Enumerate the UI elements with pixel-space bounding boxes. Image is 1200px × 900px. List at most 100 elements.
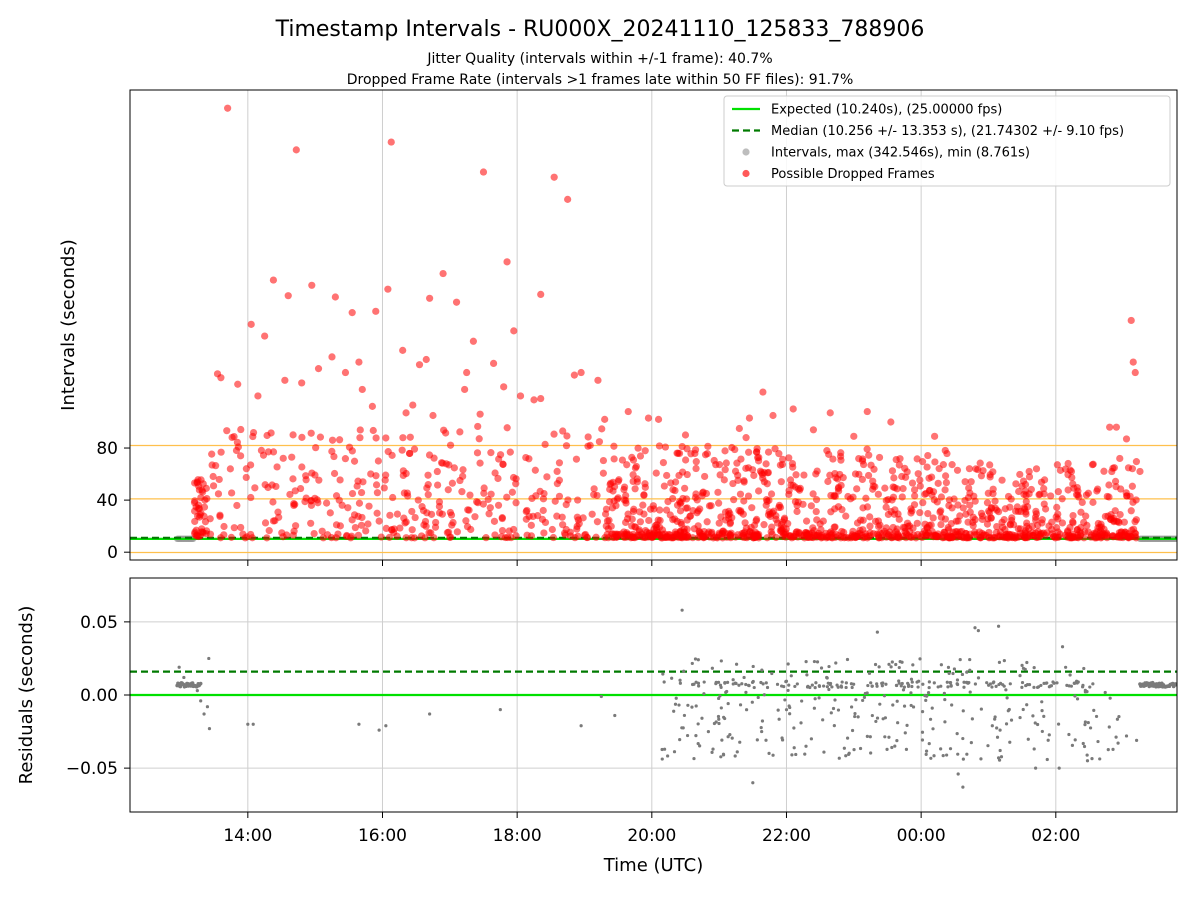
dropped-frame-point (1097, 534, 1105, 542)
dropped-frame-point (862, 494, 870, 502)
dropped-frame-point (288, 453, 296, 461)
residual-point (767, 751, 771, 755)
dropped-frame-point (1043, 529, 1051, 537)
dropped-frame-point (816, 520, 824, 528)
dropped-frame-point (227, 533, 235, 541)
dropped-frame-point (838, 506, 846, 514)
dropped-frame-point (731, 445, 739, 454)
residual-point (999, 755, 1004, 759)
dropped-frame-point (721, 447, 729, 455)
dropped-frame-point (1082, 491, 1090, 499)
subtitle-jitter: Jitter Quality (intervals within +/-1 fr… (426, 51, 772, 67)
dropped-frame-point (779, 455, 787, 463)
dropped-frame-point (503, 424, 511, 432)
dropped-frame-point (737, 507, 745, 515)
dropped-frame-point (525, 512, 533, 521)
dropped-frame-point (462, 517, 470, 525)
residual-point (951, 671, 955, 676)
dropped-frame-point (789, 405, 797, 413)
residual-point (844, 754, 848, 758)
dropped-frame-point (508, 488, 516, 496)
dropped-frame-point (494, 501, 503, 509)
dropped-frame-point (1069, 480, 1077, 488)
dropped-frame-point (640, 491, 648, 499)
residual-point (730, 736, 734, 740)
dropped-frame-point (281, 376, 289, 384)
dropped-frame-point (273, 463, 281, 471)
dropped-frame-point (465, 506, 473, 514)
residual-point (706, 730, 710, 734)
dropped-frame-point (551, 497, 559, 505)
dropped-frame-point (539, 506, 547, 515)
residual-point (1068, 673, 1072, 677)
dropped-frame-point (553, 480, 561, 488)
dropped-frame-point (471, 513, 479, 521)
dropped-frame-point (574, 532, 582, 540)
dropped-frame-point (713, 534, 721, 542)
dropped-frame-point (988, 534, 997, 542)
dropped-frame-point (1106, 515, 1115, 523)
dropped-frame-point (1136, 467, 1144, 476)
dropped-frame-point (1054, 488, 1062, 496)
dropped-frame-point (894, 531, 902, 540)
dropped-frame-point (425, 529, 433, 537)
dropped-frame-point (888, 496, 896, 504)
residual-point (716, 714, 721, 719)
dropped-frame-point (328, 447, 336, 455)
dropped-frame-point (269, 448, 278, 456)
residual-point (1067, 732, 1071, 737)
top-y-tick-label: 0 (107, 543, 118, 563)
dropped-frame-point (929, 533, 938, 541)
residual-point (973, 682, 978, 686)
dropped-frame-point (354, 531, 363, 539)
dropped-frame-point (632, 462, 640, 471)
residual-point (814, 681, 818, 685)
dropped-frame-point (659, 459, 668, 467)
residual-point (799, 721, 803, 725)
residual-point (1116, 741, 1120, 745)
dropped-frame-point (440, 426, 448, 434)
dropped-frame-point (881, 484, 889, 492)
residual-point (834, 661, 838, 665)
dropped-frame-point (553, 512, 561, 520)
residual-point (976, 676, 981, 680)
dropped-frame-point (696, 529, 704, 537)
residual-point (1008, 740, 1012, 744)
residual-point (894, 662, 898, 667)
dropped-frame-point (292, 146, 300, 154)
dropped-frame-point (322, 499, 331, 507)
dropped-frame-point (263, 431, 271, 440)
residual-point (747, 683, 751, 687)
dropped-frame-point (989, 485, 997, 493)
dropped-frame-point (890, 474, 898, 482)
residual-point (1083, 688, 1087, 692)
dropped-frame-point (208, 461, 216, 469)
dropped-frame-point (268, 481, 276, 489)
residual-point (813, 686, 817, 690)
dropped-frame-point (976, 459, 984, 467)
dropped-frame-point (745, 448, 753, 456)
residual-point (997, 682, 1001, 687)
residual-point (988, 682, 992, 686)
dropped-frame-point (777, 478, 785, 486)
dropped-frame-point (217, 448, 225, 456)
x-axis-label: Time (UTC) (603, 855, 704, 876)
dropped-frame-point (372, 307, 380, 315)
dropped-frame-point (497, 533, 506, 541)
dropped-frame-point (1075, 493, 1083, 501)
residual-point (1081, 683, 1085, 687)
dropped-frame-point (505, 527, 513, 535)
dropped-frame-point (357, 521, 366, 529)
residual-point (1072, 681, 1077, 685)
dropped-frame-point (869, 477, 877, 485)
residual-point (996, 756, 1001, 760)
residual-point (677, 703, 681, 707)
dropped-frame-point (1020, 490, 1028, 499)
dropped-frame-point (326, 509, 334, 517)
dropped-frame-point (610, 455, 618, 463)
dropped-frame-point (1132, 458, 1141, 466)
residual-point (690, 705, 694, 709)
dropped-frame-point (809, 426, 818, 434)
dropped-frame-point (444, 486, 452, 494)
residual-point (1064, 665, 1068, 669)
